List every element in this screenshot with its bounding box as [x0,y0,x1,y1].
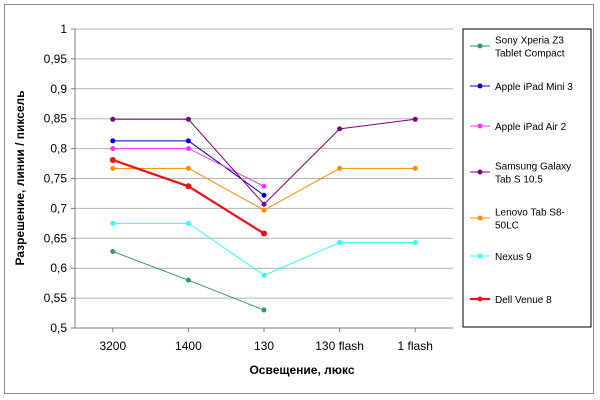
legend-label: Nexus 9 [495,252,532,263]
data-point [261,272,267,278]
y-tick-label: 0,9 [50,82,67,96]
data-point [185,116,191,122]
legend-label: Sony Xperia Z3 [495,36,564,47]
x-tick-label: 3200 [99,339,126,353]
legend-swatch-marker [477,123,483,129]
legend-swatch-marker [477,43,483,49]
data-point [110,138,116,144]
data-point [412,165,418,171]
y-tick-label: 0,95 [44,52,68,66]
data-point [185,165,191,171]
series-lines [109,116,418,313]
data-point [185,146,191,152]
y-tick-label: 0,55 [44,291,68,305]
series-line [112,118,416,205]
legend-label: Lenovo Tab S8- [495,208,565,219]
y-tick-label: 0,5 [50,321,67,335]
data-point [110,116,116,122]
data-point [261,192,267,198]
y-axis-title: Разрешение, линии / пиксель [13,90,27,265]
data-point [337,165,343,171]
legend-label: Samsung Galaxy [495,162,571,173]
data-point [261,230,267,237]
legend-swatch-marker [477,215,483,221]
legend-label: Apple iPad Air 2 [495,122,567,133]
legend-swatch-marker [477,83,483,89]
data-point [110,165,116,171]
data-point [110,220,116,226]
y-tick-label: 0,8 [50,142,67,156]
legend: Sony Xperia Z3 Tablet Compact Apple iPad M… [462,28,592,328]
y-tick-label: 0,7 [50,201,67,215]
y-tick-label: 0,6 [50,261,67,275]
legend-swatch-marker [477,169,483,175]
legend-swatch-marker [477,296,483,302]
data-point [261,201,267,207]
legend-label: Dell Venue 8 [495,295,552,306]
data-point [185,183,192,190]
data-point [412,116,418,122]
legend-swatch-marker [477,253,483,259]
data-point [337,126,343,132]
data-point [185,220,191,226]
data-point [110,146,116,152]
legend-label: Tab S 10.5 [495,175,543,186]
gridlines [75,28,453,329]
x-axis-title: Освещение, люкс [249,363,354,377]
y-tick-label: 0,75 [44,172,68,186]
legend-label: Apple iPad Mini 3 [495,82,573,93]
x-tick-label: 1 flash [398,339,433,353]
x-tick-label: 130 [254,339,274,353]
data-point [412,239,418,245]
data-point [185,277,191,283]
data-point [185,138,191,144]
y-tick-label: 0,85 [44,112,68,126]
data-point [109,156,116,163]
legend-label: Tablet Compact [495,49,565,60]
data-point [261,183,267,189]
legend-box [462,28,592,328]
data-point [261,207,267,213]
data-point [110,248,116,254]
data-point [337,239,343,245]
x-tick-label: 1400 [175,339,202,353]
data-point [261,307,267,313]
axes: 0,5 0,55 0,6 0,65 0,7 0,75 0,8 0,85 0,9 0,95 1 3200… [44,22,453,353]
y-tick-label: 0,65 [44,231,68,245]
y-tick-label: 1 [60,22,67,36]
legend-label: 50LC [495,221,519,232]
x-tick-label: 130 flash [315,339,364,353]
